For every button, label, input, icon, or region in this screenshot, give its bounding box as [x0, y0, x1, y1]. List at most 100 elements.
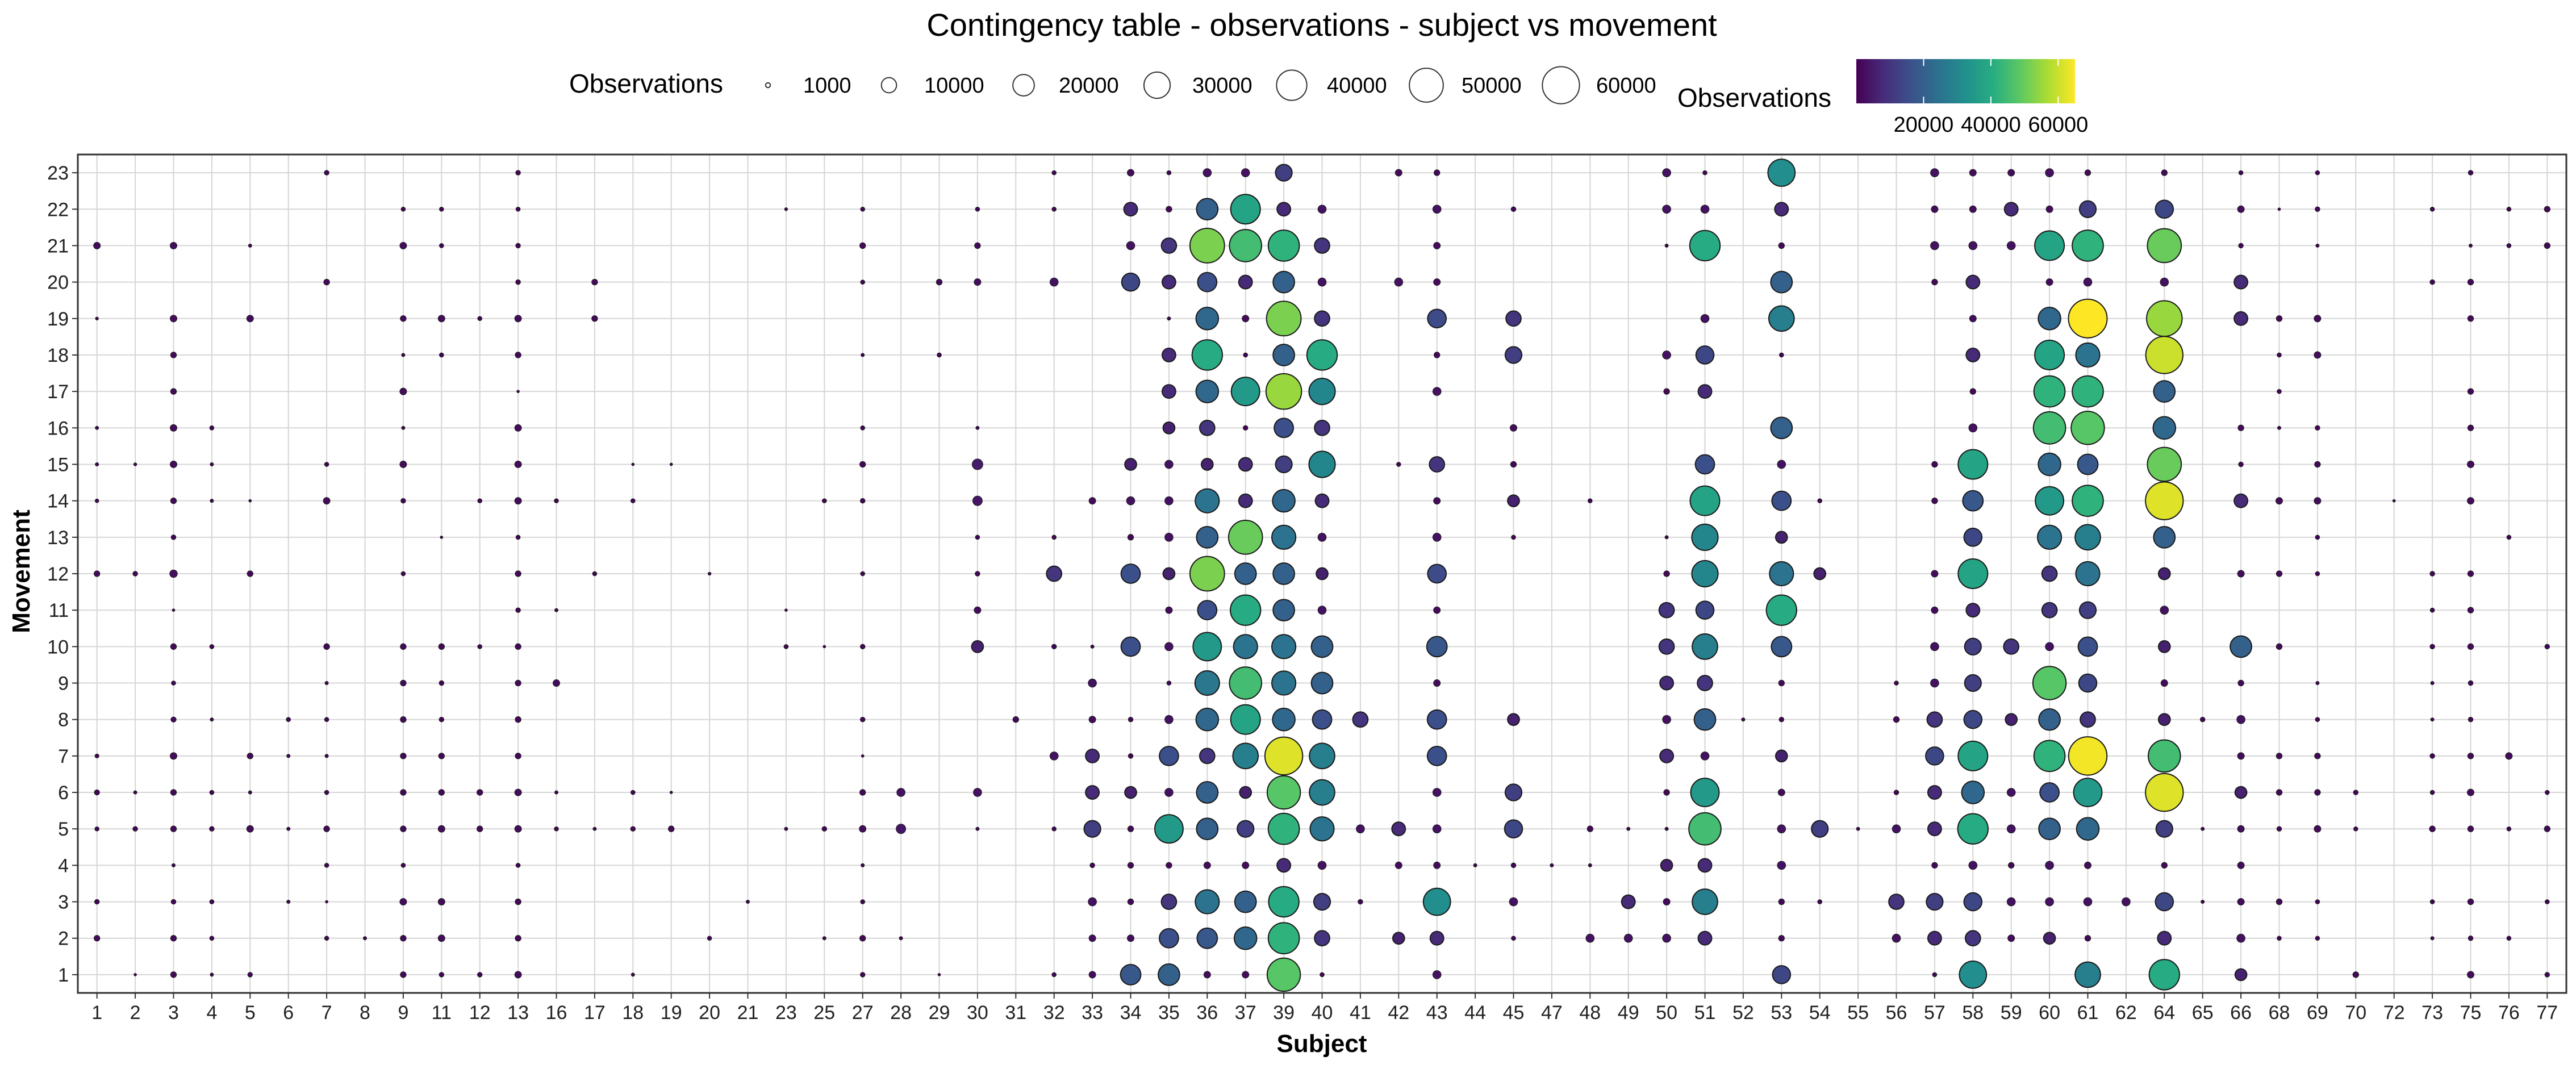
- data-point: [1765, 594, 1797, 626]
- data-point: [1662, 933, 1671, 943]
- data-point: [1128, 716, 1134, 723]
- data-point: [1931, 570, 1939, 578]
- data-point: [1432, 387, 1442, 396]
- data-point: [975, 571, 980, 577]
- data-point: [1777, 861, 1786, 870]
- data-point: [1432, 788, 1442, 797]
- data-point: [2236, 933, 2245, 943]
- data-point: [1241, 168, 1250, 177]
- data-point: [896, 824, 907, 834]
- data-point: [248, 790, 252, 795]
- data-point: [1166, 206, 1172, 212]
- data-point: [2038, 307, 2061, 331]
- data-point: [1658, 638, 1675, 655]
- data-point: [1088, 897, 1097, 907]
- data-point: [399, 387, 407, 395]
- x-tick-label: 53: [1771, 1002, 1792, 1024]
- data-point: [1275, 455, 1293, 474]
- x-tick-label: 4: [206, 1002, 217, 1024]
- data-point: [2506, 243, 2512, 248]
- x-tick-label: 51: [1694, 1002, 1716, 1024]
- y-tick-label: 6: [58, 782, 69, 804]
- data-point: [2003, 202, 2019, 217]
- data-point: [975, 206, 980, 212]
- data-point: [1817, 498, 1822, 503]
- data-point: [2005, 713, 2018, 727]
- data-point: [1811, 820, 1829, 838]
- y-tick-label: 20: [47, 272, 69, 294]
- x-tick-label: 52: [1732, 1002, 1754, 1024]
- data-point: [2276, 570, 2283, 577]
- data-point: [1957, 558, 1989, 589]
- data-point: [1926, 892, 1944, 911]
- y-tick-label: 18: [47, 345, 69, 366]
- data-point: [1700, 204, 1710, 214]
- data-point: [860, 425, 865, 431]
- data-point: [323, 643, 330, 650]
- data-point: [515, 898, 521, 905]
- data-point: [1663, 388, 1670, 395]
- data-point: [2234, 968, 2248, 982]
- data-point: [1312, 709, 1333, 730]
- x-tick-label: 5: [245, 1002, 256, 1024]
- data-point: [439, 206, 444, 212]
- data-point: [1433, 606, 1441, 614]
- data-point: [1965, 274, 1981, 290]
- data-point: [2467, 643, 2474, 650]
- data-point: [2544, 972, 2550, 978]
- data-point: [440, 536, 444, 539]
- x-tick-label: 16: [546, 1002, 567, 1024]
- data-point: [1927, 785, 1942, 800]
- data-point: [439, 243, 444, 248]
- data-point: [2233, 311, 2249, 326]
- size-legend-label: 30000: [1192, 74, 1252, 98]
- data-point: [1697, 675, 1713, 691]
- colorbar-label: 20000: [1894, 113, 1954, 137]
- data-point: [1090, 644, 1095, 649]
- data-point: [2276, 898, 2283, 905]
- data-point: [1128, 753, 1134, 759]
- size-legend-label: 1000: [803, 74, 851, 98]
- colorbar-label: 60000: [2028, 113, 2089, 137]
- data-point: [2006, 897, 2016, 907]
- data-point: [2277, 207, 2281, 211]
- data-point: [1127, 898, 1134, 905]
- data-point: [591, 315, 598, 322]
- data-point: [1272, 599, 1295, 622]
- data-point: [2277, 389, 2282, 394]
- color-legend-title: Observations: [1677, 83, 1831, 112]
- data-point: [936, 278, 943, 286]
- data-point: [2145, 481, 2184, 520]
- data-point: [861, 863, 865, 867]
- data-point: [2237, 205, 2245, 213]
- x-tick-label: 60: [2039, 1002, 2060, 1024]
- data-point: [95, 425, 99, 430]
- data-point: [1969, 388, 1976, 395]
- y-tick-label: 22: [47, 199, 69, 220]
- data-point: [2045, 168, 2054, 177]
- data-point: [2006, 788, 2016, 797]
- bubbles: [93, 158, 2550, 992]
- data-point: [1309, 742, 1335, 770]
- data-point: [515, 716, 521, 723]
- data-point: [1189, 228, 1225, 264]
- data-point: [2352, 971, 2359, 978]
- data-point: [1700, 751, 1710, 761]
- data-point: [2078, 601, 2097, 619]
- data-point: [1127, 825, 1134, 832]
- data-point: [400, 498, 406, 504]
- x-tick-label: 36: [1196, 1002, 1218, 1024]
- data-point: [1088, 971, 1096, 979]
- data-point: [2083, 277, 2093, 287]
- data-point: [1310, 635, 1334, 658]
- size-legend-label: 60000: [1596, 74, 1656, 98]
- data-point: [133, 462, 137, 466]
- data-point: [1968, 241, 1978, 250]
- data-point: [400, 863, 406, 868]
- data-point: [1930, 168, 1939, 177]
- data-point: [400, 206, 406, 212]
- data-point: [2045, 861, 2054, 870]
- data-point: [2075, 342, 2101, 368]
- data-point: [1266, 300, 1302, 337]
- data-point: [1689, 229, 1721, 262]
